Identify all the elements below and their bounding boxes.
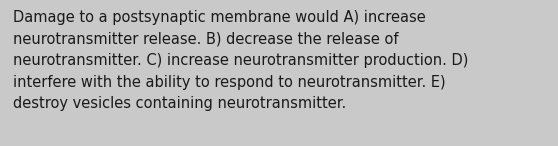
Text: Damage to a postsynaptic membrane would A) increase
neurotransmitter release. B): Damage to a postsynaptic membrane would …	[13, 10, 468, 111]
